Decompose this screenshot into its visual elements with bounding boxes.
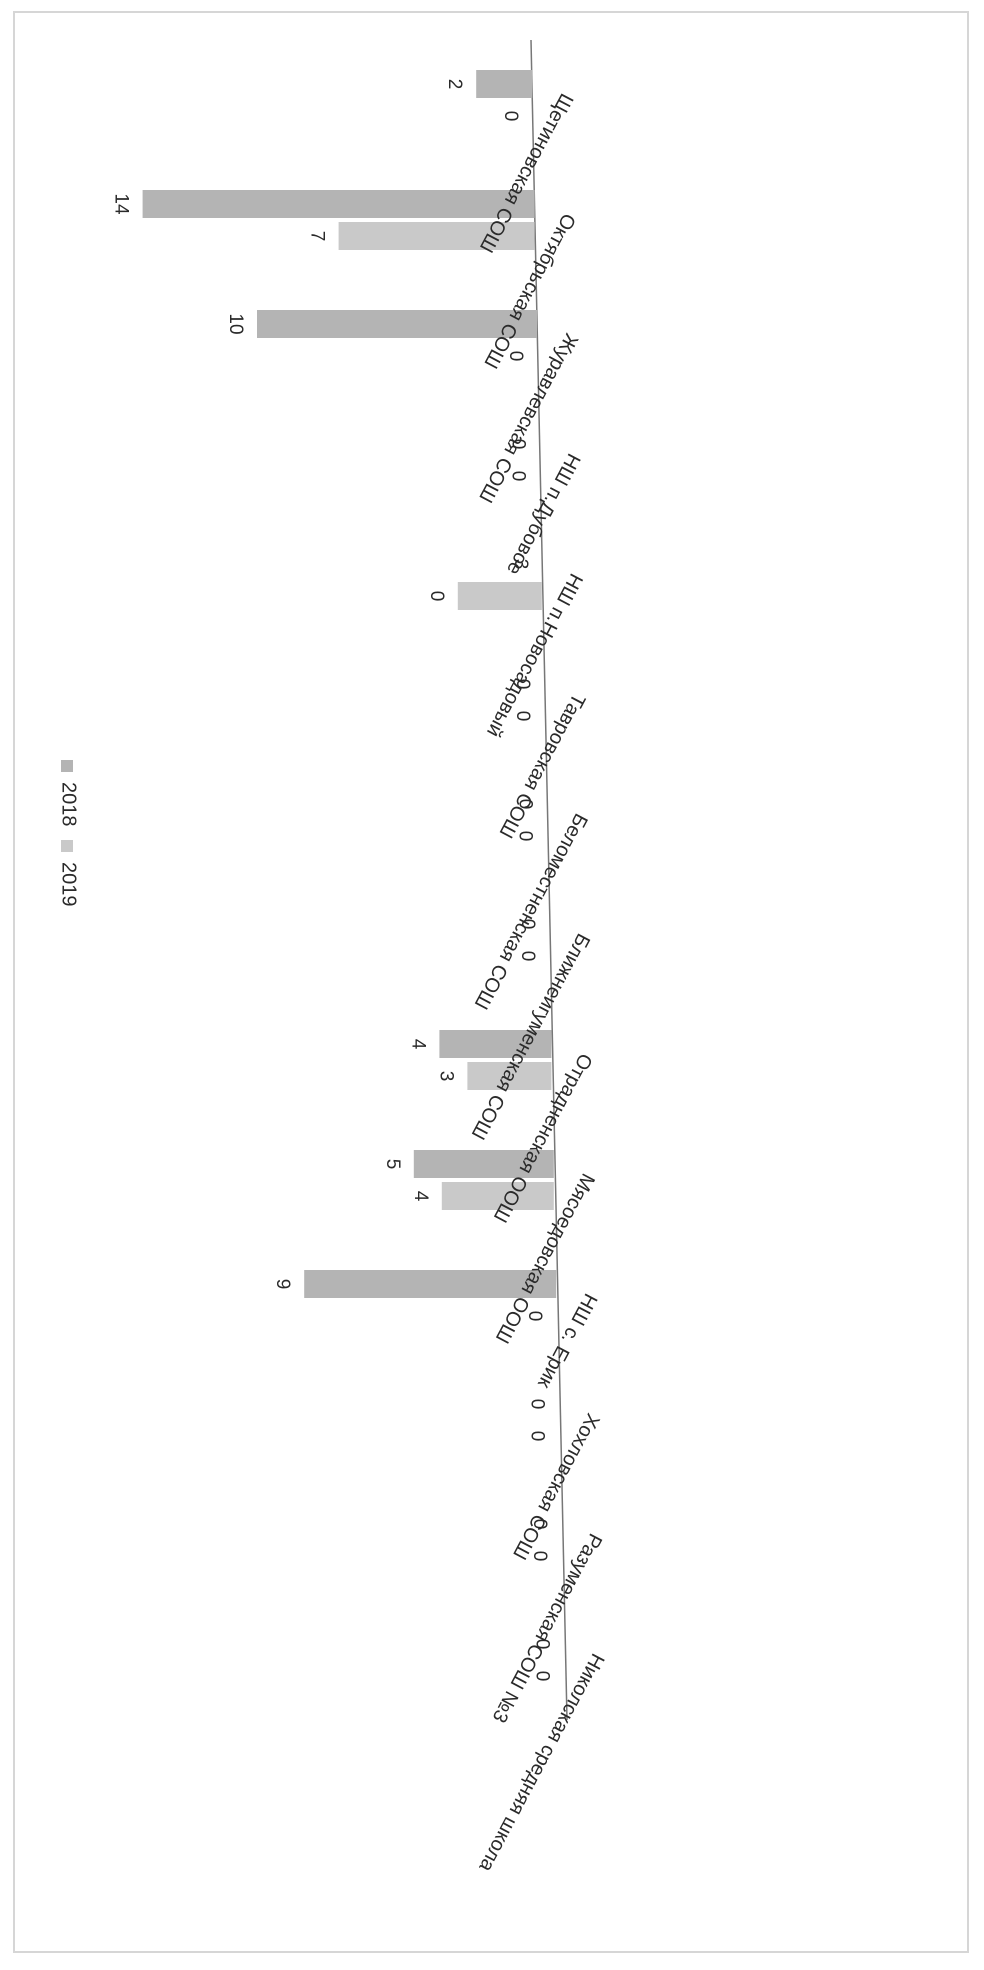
value-label-2019-9: 0	[426, 591, 447, 602]
value-label-2018-4: 5	[382, 1159, 403, 1170]
legend-label-2019: 2019	[58, 862, 80, 907]
legend-swatch-2019	[61, 840, 73, 852]
value-label-2018-10: 0	[507, 439, 528, 450]
value-label-2019-5: 3	[435, 1071, 456, 1082]
bar-2019-9	[457, 582, 542, 610]
value-label-2019-13: 0	[500, 111, 521, 122]
value-label-2019-12: 7	[307, 231, 328, 242]
value-label-2019-3: 0	[524, 1311, 545, 1322]
value-label-2019-7: 0	[515, 831, 536, 842]
bar-2019-12	[338, 222, 535, 250]
bar-2019-5	[467, 1062, 552, 1090]
value-label-2019-6: 0	[517, 951, 538, 962]
value-label-2018-9: 3	[510, 559, 531, 570]
value-label-2018-12: 14	[111, 193, 132, 215]
bar-2018-13	[476, 70, 533, 98]
value-label-2019-8: 0	[512, 711, 533, 722]
bar-2018-3	[304, 1270, 557, 1298]
value-label-2019-2: 0	[527, 1431, 548, 1442]
bar-2018-5	[439, 1030, 552, 1058]
bar-2018-12	[142, 190, 535, 218]
value-label-2018-7: 0	[515, 799, 536, 810]
value-label-2019-0: 0	[531, 1671, 552, 1682]
bar-2018-11	[257, 310, 537, 338]
value-label-2018-1: 0	[529, 1519, 550, 1530]
bar-2018-4	[413, 1150, 554, 1178]
value-label-2019-1: 0	[529, 1551, 550, 1562]
value-label-2018-3: 9	[272, 1279, 293, 1290]
legend-swatch-2018	[61, 760, 73, 772]
value-label-2018-6: 0	[517, 919, 538, 930]
value-label-2019-4: 4	[410, 1191, 431, 1202]
legend: 2018 2019	[58, 760, 80, 907]
bar-2019-4	[441, 1182, 554, 1210]
legend-label-2018: 2018	[58, 782, 80, 827]
value-label-2019-11: 0	[505, 351, 526, 362]
value-label-2018-11: 10	[225, 313, 246, 334]
value-label-2018-5: 4	[407, 1039, 428, 1050]
value-label-2018-8: 0	[512, 679, 533, 690]
value-label-2019-10: 0	[507, 471, 528, 482]
value-label-2018-13: 2	[444, 79, 465, 90]
value-label-2018-0: 0	[531, 1639, 552, 1650]
value-label-2018-2: 0	[527, 1399, 548, 1410]
